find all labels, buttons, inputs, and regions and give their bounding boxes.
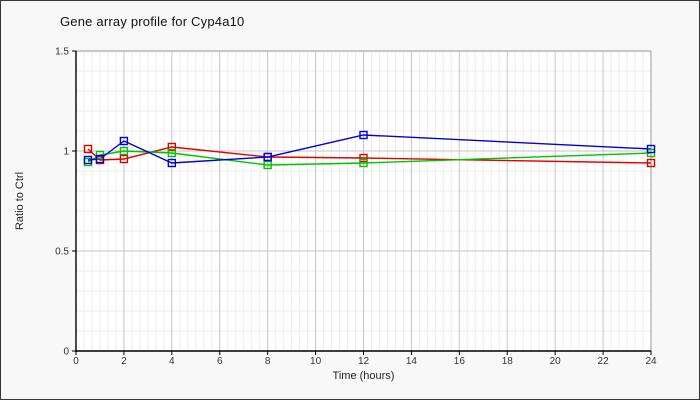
series-marker-red-2h <box>119 154 129 164</box>
series-marker-red-12h <box>359 153 368 163</box>
series-marker-green-12h <box>359 158 368 168</box>
x-tick-label-16: 16 <box>454 356 466 367</box>
series-marker-blue-8h <box>263 152 272 162</box>
x-tick-label-0: 0 <box>73 356 79 367</box>
x-tick-label-24: 24 <box>645 356 657 367</box>
series-marker-blue-24h <box>646 144 656 154</box>
y-axis-title: Ratio to Ctrl <box>14 171 26 231</box>
series-marker-blue-1h <box>95 154 105 164</box>
series-line-red <box>87 146 652 164</box>
series-marker-blue-0.5h <box>83 155 93 165</box>
x-tick-label-8: 8 <box>265 356 271 367</box>
series-marker-blue-12h <box>359 130 368 140</box>
x-axis-title: Time (hours) <box>332 370 395 382</box>
y-tick-label-0: 0 <box>63 347 69 358</box>
series-marker-blue-4h <box>167 158 177 168</box>
x-tick-label-10: 10 <box>310 356 322 367</box>
series-marker-red-4h <box>167 142 177 152</box>
x-tick-label-4: 4 <box>169 356 175 367</box>
y-tick-label-1.5: 1.5 <box>55 47 69 58</box>
y-tick-label-0.5: 0.5 <box>55 247 69 258</box>
x-tick-label-20: 20 <box>550 356 562 367</box>
x-tick-label-2: 2 <box>121 356 127 367</box>
y-tick-label-1: 1 <box>63 147 69 158</box>
x-tick-label-6: 6 <box>217 356 223 367</box>
chart-title: Gene array profile for Cyp4a10 <box>60 14 245 29</box>
series-marker-green-8h <box>263 160 272 170</box>
x-tick-label-22: 22 <box>598 356 610 367</box>
x-tick-label-12: 12 <box>358 356 370 367</box>
x-tick-label-14: 14 <box>406 356 418 367</box>
series-marker-blue-2h <box>119 136 129 146</box>
series-marker-green-2h <box>119 146 129 156</box>
x-tick-label-18: 18 <box>502 356 514 367</box>
series-marker-red-0.5h <box>83 144 93 154</box>
series-marker-red-24h <box>646 158 656 168</box>
series-marker-green-4h <box>167 148 177 158</box>
